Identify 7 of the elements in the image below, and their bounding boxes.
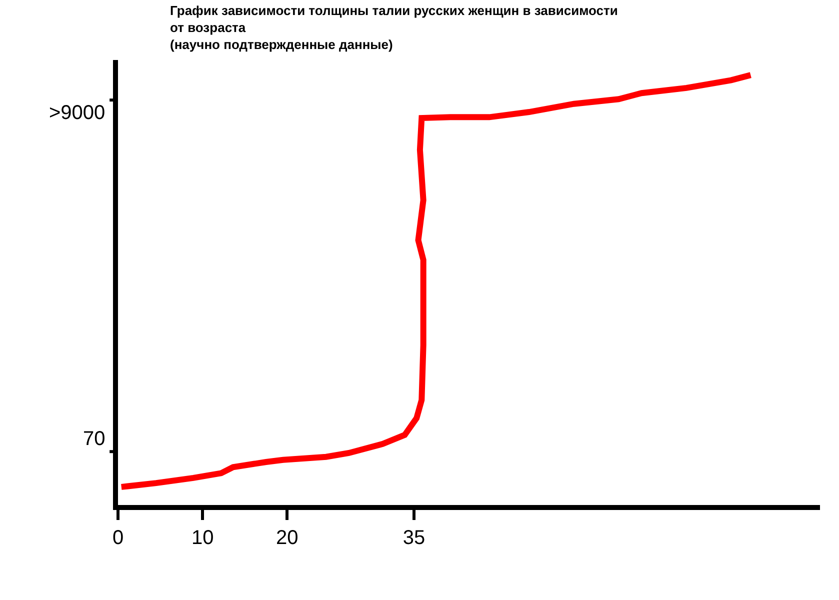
x-tick-label: 20 [276,527,298,549]
text: 70 [83,428,106,450]
chart-title: График зависимости толщины талии русских женщин в зависимости от возраста (научно подтвержденные данные) [170,3,618,52]
text: >9000 [49,102,106,124]
x-tick-label: 10 [191,527,214,549]
x-tick-label: 0 [112,527,124,549]
x-tick-label: 35 [402,527,426,549]
